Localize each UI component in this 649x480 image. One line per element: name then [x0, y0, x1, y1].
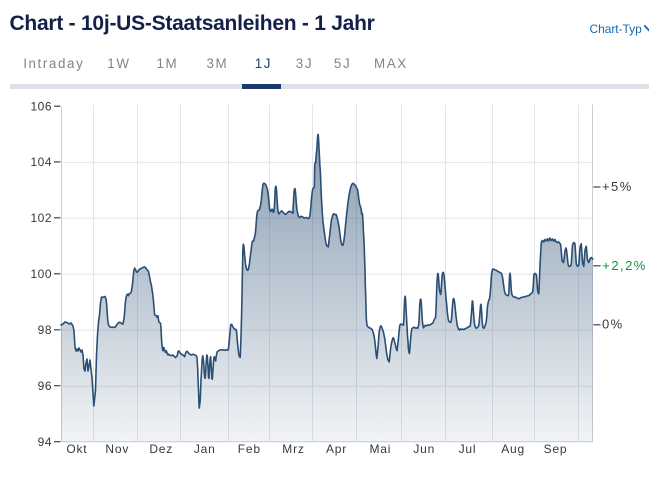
svg-text:Mrz: Mrz	[282, 442, 304, 456]
svg-text:Sep: Sep	[544, 442, 568, 456]
svg-text:Mai: Mai	[370, 442, 392, 456]
svg-text:Nov: Nov	[105, 442, 129, 456]
svg-text:Apr: Apr	[326, 442, 347, 456]
svg-text:Dez: Dez	[149, 442, 173, 456]
svg-text:Aug: Aug	[501, 442, 525, 456]
svg-text:Jun: Jun	[413, 442, 435, 456]
svg-text:98: 98	[38, 323, 52, 337]
svg-text:Jul: Jul	[459, 442, 477, 456]
svg-text:100: 100	[30, 267, 52, 281]
svg-text:104: 104	[30, 155, 52, 169]
svg-text:106: 106	[30, 99, 52, 113]
svg-text:0%: 0%	[602, 317, 624, 332]
svg-text:+2,2%: +2,2%	[602, 258, 646, 273]
svg-text:Okt: Okt	[66, 442, 87, 456]
svg-text:+5%: +5%	[602, 179, 633, 194]
svg-text:102: 102	[30, 211, 52, 225]
svg-text:Jan: Jan	[194, 442, 216, 456]
svg-text:96: 96	[38, 379, 52, 393]
svg-text:Feb: Feb	[238, 442, 261, 456]
svg-text:94: 94	[38, 435, 52, 449]
